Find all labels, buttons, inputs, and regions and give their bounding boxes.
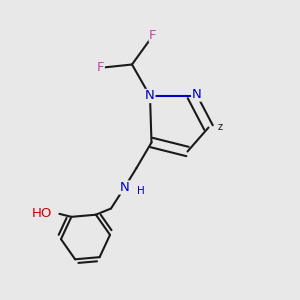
Text: HO: HO [32, 207, 52, 220]
Text: H: H [137, 185, 145, 196]
Text: F: F [149, 28, 157, 42]
Text: z: z [218, 122, 223, 133]
Text: N: N [145, 89, 155, 103]
Text: N: N [120, 181, 129, 194]
Text: N: N [192, 88, 201, 101]
Text: F: F [97, 61, 104, 74]
